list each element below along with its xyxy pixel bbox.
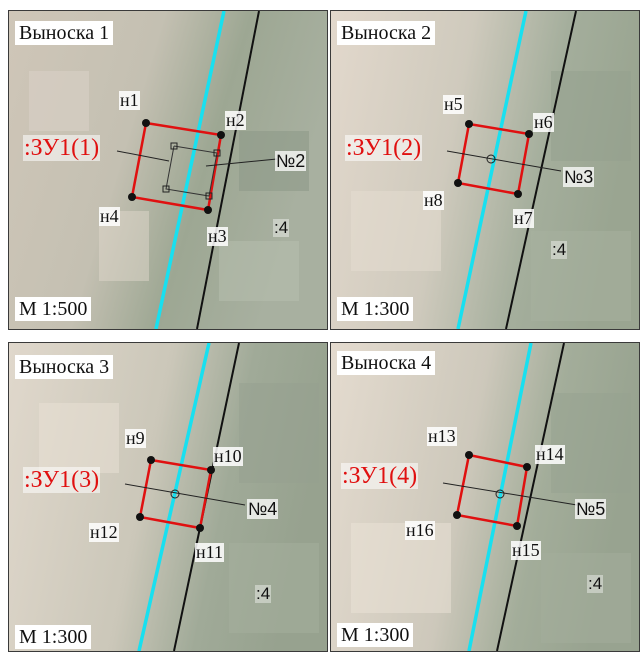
point-marker: [128, 193, 136, 201]
map-imagery-1: [9, 11, 327, 329]
point-marker: [525, 130, 533, 138]
point-label: н13: [427, 426, 457, 446]
quarter-label: :4: [273, 218, 290, 237]
point-marker: [453, 511, 461, 519]
point-marker: [147, 456, 155, 464]
point-label: н12: [89, 522, 119, 542]
quarter-label: :4: [551, 240, 568, 259]
scale-label: М 1:300: [337, 297, 414, 321]
point-marker: [142, 119, 150, 127]
point-label: н9: [125, 428, 146, 448]
cyan-boundary-line: [154, 11, 226, 329]
callout-panel-2: Выноска 2 М 1:300 :ЗУ1(2) №3 :4 н5 н6 н7…: [330, 10, 640, 330]
object-number: №2: [275, 151, 307, 171]
point-marker: [136, 513, 144, 521]
object-number: №5: [575, 499, 607, 519]
point-marker: [454, 179, 462, 187]
point-marker: [196, 524, 204, 532]
plot-label: :ЗУ1(2): [345, 135, 423, 161]
point-label: н6: [533, 112, 554, 132]
map-imagery-4: [331, 343, 639, 651]
callout-panel-4: Выноска 4 М 1:300 :ЗУ1(4) №5 :4 н13 н14 …: [330, 342, 640, 652]
cyan-boundary-line: [467, 343, 533, 651]
point-marker: [207, 466, 215, 474]
callout-panel-3: Выноска 3 М 1:300 :ЗУ1(3) №4 :4 н9 н10 н…: [8, 342, 328, 652]
point-marker: [513, 522, 521, 530]
plot-label: :ЗУ1(1): [23, 135, 101, 161]
point-marker: [204, 206, 212, 214]
quarter-label: :4: [587, 574, 604, 593]
point-label: н7: [513, 208, 534, 228]
black-boundary-line: [505, 11, 577, 329]
point-marker: [465, 451, 473, 459]
point-label: н5: [443, 94, 464, 114]
object-marker: [495, 489, 505, 499]
cyan-boundary-line: [456, 11, 528, 329]
callout-title: Выноска 2: [337, 21, 436, 45]
point-marker: [523, 463, 531, 471]
point-label: н16: [405, 520, 435, 540]
black-boundary-line: [196, 11, 260, 329]
scale-label: М 1:300: [15, 625, 92, 649]
object-number: №3: [563, 167, 595, 187]
scale-label: М 1:300: [337, 623, 414, 647]
point-label: н10: [213, 446, 243, 466]
callout-title: Выноска 4: [337, 351, 436, 375]
object-marker: [170, 489, 180, 499]
point-label: н14: [535, 444, 565, 464]
point-label: н1: [119, 90, 140, 110]
callout-panel-1: Выноска 1 М 1:500 :ЗУ1(1) №2 :4 н1 н2 н3…: [8, 10, 328, 330]
point-label: н15: [511, 540, 541, 560]
point-label: н3: [207, 226, 228, 246]
quarter-label: :4: [255, 584, 272, 603]
object-number: №4: [247, 499, 279, 519]
point-marker: [465, 120, 473, 128]
point-label: н4: [99, 206, 120, 226]
inner-object-outline: [165, 145, 218, 197]
point-label: н2: [225, 110, 246, 130]
map-imagery-3: [9, 343, 327, 651]
scale-label: М 1:500: [15, 297, 92, 321]
point-marker: [217, 131, 225, 139]
cyan-boundary-line: [137, 343, 211, 651]
point-label: н8: [423, 190, 444, 210]
point-label: н11: [195, 542, 224, 562]
plot-label: :ЗУ1(3): [23, 467, 101, 493]
callout-title: Выноска 3: [15, 355, 114, 379]
callout-title: Выноска 1: [15, 21, 114, 45]
plot-label: :ЗУ1(4): [341, 463, 419, 489]
object-marker: [486, 154, 496, 164]
point-marker: [514, 190, 522, 198]
